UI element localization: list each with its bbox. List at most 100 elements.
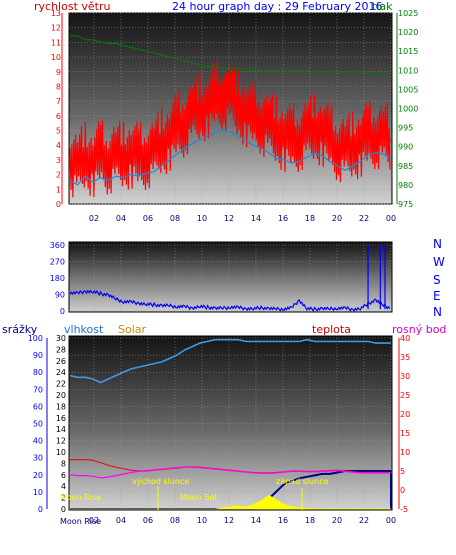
temp-tick-label-20: 20 [400,410,410,419]
wind-average-series [69,129,392,186]
pressure-tick-label-995: 995 [398,124,413,133]
solar-tick-label-10: 10 [56,448,66,457]
solar-label: Solar [118,323,147,336]
wind-tick-label-8: 8 [56,82,61,91]
x-tick-label-10: 10 [197,214,207,223]
temp-tick-label-35: 35 [400,353,410,362]
wind-tick-label-1: 1 [56,185,61,194]
x-tick-label-14: 14 [251,516,261,525]
humidity-label: vlhkost [64,323,104,336]
wind-tick-label-0: 0 [56,200,61,209]
solar-tick-label-22: 22 [56,380,66,389]
solar-tick-label-14: 14 [56,425,66,434]
wind-direction-series [69,289,391,313]
pressure-tick-label-990: 990 [398,143,413,152]
temp-tick-label-40: 40 [400,334,410,343]
humidity-series [69,338,391,384]
solar-tick-label-30: 30 [56,334,66,343]
pressure-tick-label-1015: 1015 [398,47,418,56]
humidity-tick-label-90: 90 [33,351,43,360]
wind-tick-label-11: 11 [51,38,61,47]
x-tick-label-10: 10 [197,516,207,525]
wind-tick-label-3: 3 [56,156,61,165]
wind-panel-background [68,12,393,205]
chart-title: 24 hour graph day : 29 February 2016 [172,0,383,13]
dew-point-label: rosný bod [392,323,446,336]
x-tick-label-18: 18 [305,516,315,525]
x-tick-label-22: 22 [359,516,369,525]
x-tick-label-00: 00 [386,516,396,525]
x-tick-label-18: 18 [305,214,315,223]
pressure-label: tlak [372,0,393,13]
humidity-tick-label-80: 80 [33,368,43,377]
wind-tick-label-6: 6 [56,112,61,121]
solar-series [70,494,391,510]
direction-letter-n-top: N [433,237,442,251]
dew-point-series [69,466,391,479]
moonset-annotation: Moon Set [180,493,217,502]
wind-tick-label-9: 9 [56,68,61,77]
humidity-tick-label-20: 20 [33,471,43,480]
solar-tick-label-4: 4 [61,482,66,491]
pressure-series [70,35,391,75]
x-tick-label-20: 20 [332,214,342,223]
x-tick-label-02: 02 [89,516,99,525]
wind-gust-band [69,60,391,198]
direction-letter-e: E [433,289,441,303]
x-tick-label-16: 16 [278,214,288,223]
humidity-tick-label-0: 0 [38,505,43,514]
wind-speed-series [69,93,392,167]
axis-layer: 0123456789101112139759809859909951000100… [28,9,419,525]
x-tick-label-02: 02 [89,214,99,223]
x-tick-label-00: 00 [386,214,396,223]
x-tick-label-08: 08 [170,516,180,525]
x-tick-label-04: 04 [116,214,126,223]
solar-tick-label-0: 0 [61,505,66,514]
direction-tick-label-0: 0 [60,307,65,316]
wind-tick-label-13: 13 [51,9,61,18]
temp-tick-label-25: 25 [400,391,410,400]
x-tick-label-04: 04 [116,516,126,525]
pressure-tick-label-1000: 1000 [398,105,418,114]
x-tick-label-12: 12 [224,516,234,525]
solar-tick-label-16: 16 [56,414,66,423]
direction-letter-n-bottom: N [433,305,442,319]
direction-tick-label-90: 90 [55,291,65,300]
direction-letter-s: S [433,273,441,287]
direction-panel-background [68,241,393,313]
climate-panel-background [68,335,393,511]
humidity-tick-label-100: 100 [28,334,43,343]
moonrise-annotation: Moon Rise [60,493,101,502]
pressure-tick-label-1010: 1010 [398,66,418,75]
solar-tick-label-20: 20 [56,391,66,400]
x-tick-label-20: 20 [332,516,342,525]
wind-tick-label-12: 12 [51,24,61,33]
wind-tick-label-7: 7 [56,97,61,106]
temp-tick-label-15: 15 [400,429,410,438]
wind-tick-label-5: 5 [56,127,61,136]
humidity-tick-label-40: 40 [33,437,43,446]
humidity-tick-label-70: 70 [33,385,43,394]
pressure-tick-label-985: 985 [398,162,413,171]
solar-tick-label-6: 6 [61,471,66,480]
x-tick-label-06: 06 [143,214,153,223]
humidity-tick-label-50: 50 [33,420,43,429]
x-tick-label-14: 14 [251,214,261,223]
solar-tick-label-2: 2 [61,494,66,503]
series-layer [69,35,392,510]
solar-tick-label-28: 28 [56,345,66,354]
temp-tick-label--5: -5 [400,505,408,514]
humidity-tick-label-60: 60 [33,402,43,411]
direction-letter-w: W [433,255,445,269]
solar-tick-label-18: 18 [56,402,66,411]
temp-tick-label-10: 10 [400,448,410,457]
wind-tick-label-10: 10 [51,53,61,62]
wind-tick-label-2: 2 [56,171,61,180]
temp-tick-label-0: 0 [400,486,405,495]
temp-tick-label-30: 30 [400,372,410,381]
wind-tick-label-4: 4 [56,141,61,150]
pressure-tick-label-1005: 1005 [398,85,418,94]
x-tick-label-12: 12 [224,214,234,223]
x-tick-label-06: 06 [143,516,153,525]
